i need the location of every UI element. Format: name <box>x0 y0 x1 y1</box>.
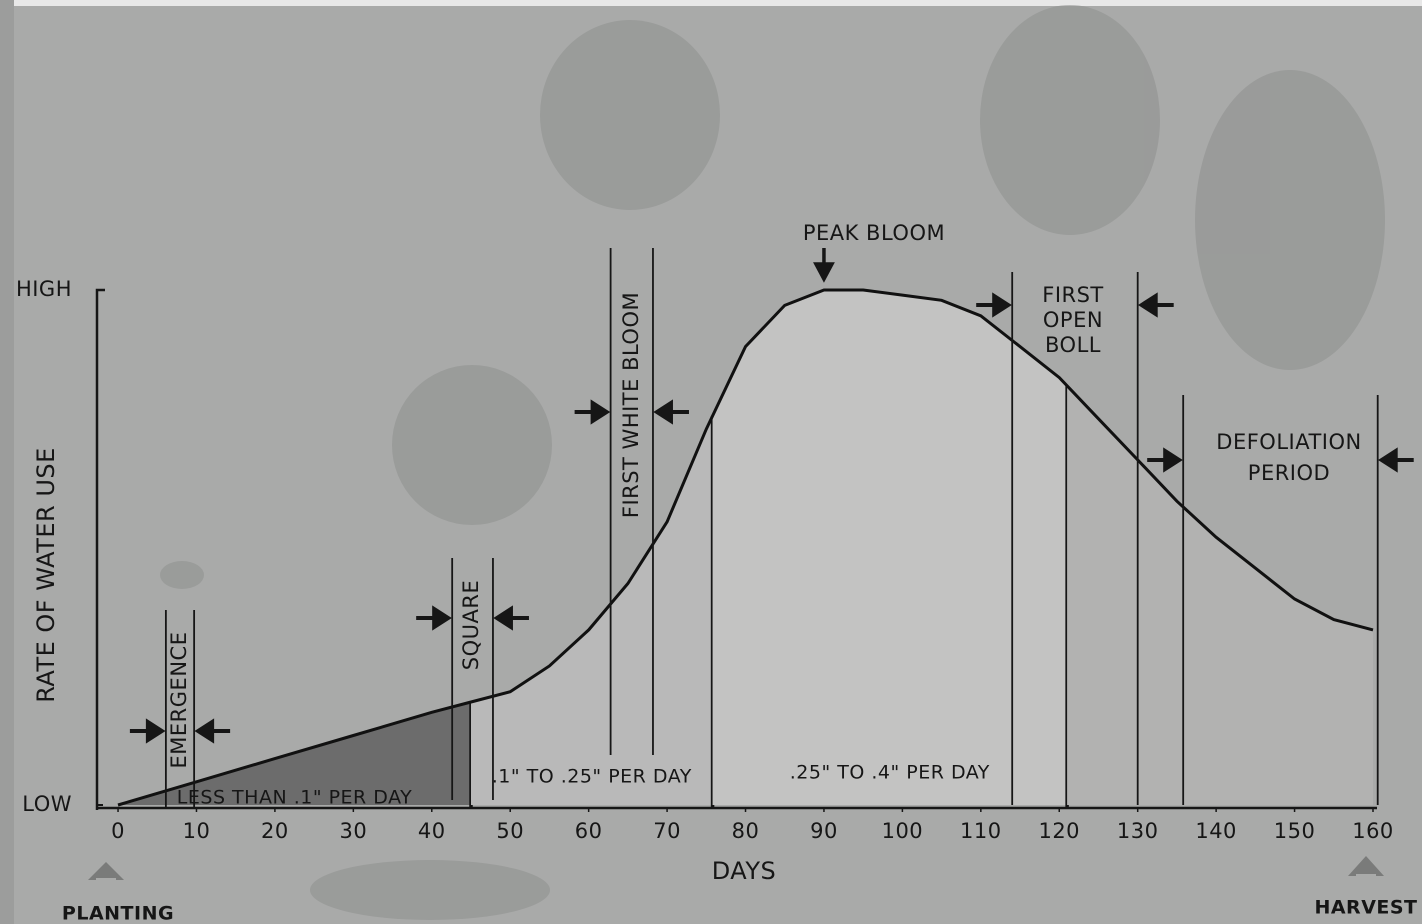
planting-label: PLANTING <box>62 903 174 924</box>
stage-arrow <box>1138 292 1174 318</box>
planting-marker <box>88 862 124 880</box>
water-use-curve <box>117 288 1374 807</box>
stage-label: DEFOLIATION <box>1216 430 1361 454</box>
left-edge <box>0 0 14 924</box>
stage-arrow <box>1147 447 1183 473</box>
x-tick-label: 90 <box>810 819 838 843</box>
stage-label: FIRST <box>1042 283 1104 307</box>
stage-label: SQUARE <box>459 580 483 670</box>
harvest-marker <box>1348 856 1384 876</box>
stage-arrow <box>976 292 1012 318</box>
x-tick-label: 50 <box>496 819 524 843</box>
plant-sketches <box>160 5 1385 920</box>
x-tick-label: 150 <box>1274 819 1316 843</box>
zone-fill <box>1067 385 1373 805</box>
stage-arrow <box>1378 447 1414 473</box>
y-tick-label: HIGH <box>16 277 72 301</box>
peak-arrow <box>813 248 835 283</box>
x-tick-label: 130 <box>1117 819 1159 843</box>
x-tick-label: 0 <box>111 819 125 843</box>
stage-label: BOLL <box>1045 333 1101 357</box>
stage-arrow <box>194 718 231 744</box>
peak-label: PEAK BLOOM <box>803 221 945 245</box>
stage-label: PERIOD <box>1248 461 1330 485</box>
x-tick-label: 10 <box>183 819 211 843</box>
stage-arrow <box>416 605 452 631</box>
x-tick-label: 40 <box>418 819 446 843</box>
x-tick-label: 80 <box>732 819 760 843</box>
x-tick-label: 60 <box>575 819 603 843</box>
y-tick-label: LOW <box>22 792 72 816</box>
x-tick-label: 70 <box>653 819 681 843</box>
harvest-label: HARVEST <box>1314 897 1417 919</box>
x-tick-label: 140 <box>1195 819 1237 843</box>
x-tick-label: 160 <box>1352 819 1394 843</box>
stage-label: FIRST WHITE BLOOM <box>619 292 643 518</box>
stage-label: OPEN <box>1043 308 1103 332</box>
zone-fill <box>712 290 1068 805</box>
x-axis-title: DAYS <box>712 857 777 885</box>
top-edge <box>0 0 1422 6</box>
x-tick-label: 20 <box>261 819 289 843</box>
zone-label: LESS THAN .1" PER DAY <box>177 787 412 809</box>
stage-arrow <box>653 399 689 425</box>
x-tick-label: 110 <box>960 819 1002 843</box>
zone-label: .1" TO .25" PER DAY <box>492 766 692 788</box>
stage-arrow <box>574 399 611 425</box>
x-tick-label: 100 <box>882 819 924 843</box>
stage-arrow <box>129 718 166 744</box>
stage-label: EMERGENCE <box>167 632 191 769</box>
zone-label: .25" TO .4" PER DAY <box>790 762 990 784</box>
y-axis-title: RATE OF WATER USE <box>32 447 60 703</box>
x-tick-label: 120 <box>1038 819 1080 843</box>
stage-arrow <box>493 605 529 631</box>
x-tick-label: 30 <box>339 819 367 843</box>
